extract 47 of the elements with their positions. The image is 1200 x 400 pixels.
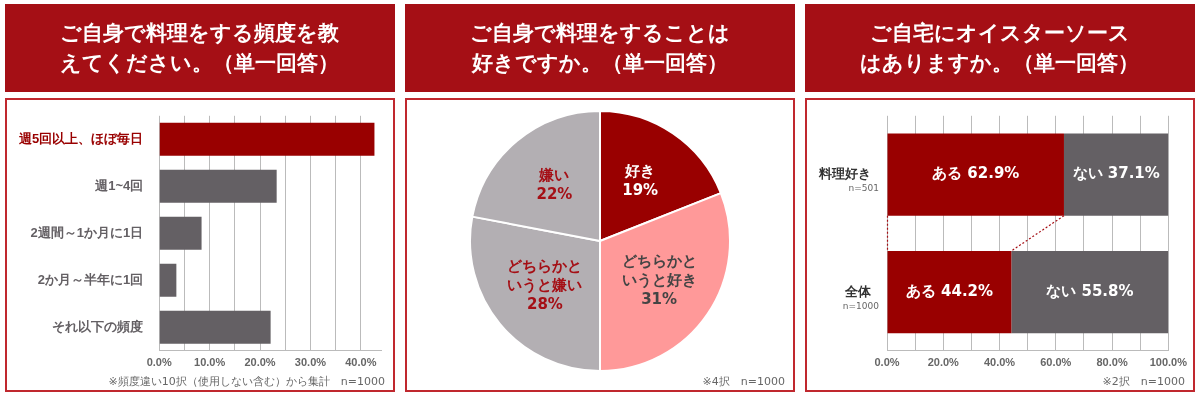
text: ※2択 n=1000 xyxy=(1102,374,1185,389)
text: ない 37.1% xyxy=(1072,164,1160,183)
bar xyxy=(887,250,1012,334)
y-tick-label: 料理好き xyxy=(818,166,871,182)
slice-label: どちらかというと好き xyxy=(621,252,697,290)
text: ある 44.2% xyxy=(905,281,994,300)
data-label: 22% xyxy=(536,185,573,204)
slice-label: 嫌い xyxy=(538,166,570,185)
x-tick-label: 0.0% xyxy=(146,356,172,369)
data-label: 28% xyxy=(526,295,563,314)
bar xyxy=(159,310,271,344)
x-tick-label: 80.0% xyxy=(1096,356,1128,369)
x-tick-label: 30.0% xyxy=(294,356,327,369)
text: ※4択 n=1000 xyxy=(702,374,785,389)
x-tick-label: 40.0% xyxy=(345,356,377,369)
data-label: 19% xyxy=(622,181,659,200)
y-tick-label: 2週間～1か月に1日 xyxy=(30,224,144,240)
text: n=1000 xyxy=(842,300,880,311)
bar xyxy=(887,133,1064,216)
y-tick-label: 2か月～半年に1回 xyxy=(37,271,144,287)
x-tick-label: 0.0% xyxy=(874,356,900,369)
x-tick-label: 20.0% xyxy=(927,356,960,369)
text: ある 62.9% xyxy=(932,164,1020,183)
x-tick-label: 10.0% xyxy=(194,356,226,369)
slice-label: どちらかというと嫌い xyxy=(507,257,583,295)
chart-title: ご自身で料理をすることは好きですか。（単一回答） xyxy=(469,19,731,77)
x-tick-label: 100.0% xyxy=(1149,356,1188,369)
x-tick-label: 60.0% xyxy=(1040,356,1072,369)
y-tick-label: 週5回以上、ほぼ毎日 xyxy=(18,130,144,146)
y-tick-label: 週1~4回 xyxy=(94,177,144,193)
y-tick-label: 全体 xyxy=(844,283,872,299)
chart-title: ご自身で料理をする頻度を教えてください。（単一回答） xyxy=(60,19,340,77)
slice-label: 好き xyxy=(624,162,656,181)
y-tick-label: それ以下の頻度 xyxy=(52,318,144,334)
x-tick-label: 20.0% xyxy=(244,356,276,369)
x-tick-label: 40.0% xyxy=(983,356,1016,369)
data-label: 31% xyxy=(641,290,678,309)
chart-title: ご自宅にオイスターソースはありますか。（単一回答） xyxy=(860,19,1140,77)
bar xyxy=(1063,133,1169,216)
text: n=501 xyxy=(848,183,879,194)
bar xyxy=(159,216,202,250)
text: ※頻度違い10択（使用しない含む）から集計 n=1000 xyxy=(108,374,385,389)
bar xyxy=(159,169,277,203)
bar xyxy=(159,122,375,156)
bar xyxy=(1011,250,1169,334)
bar xyxy=(159,263,177,297)
text: ない 55.8% xyxy=(1046,281,1134,300)
